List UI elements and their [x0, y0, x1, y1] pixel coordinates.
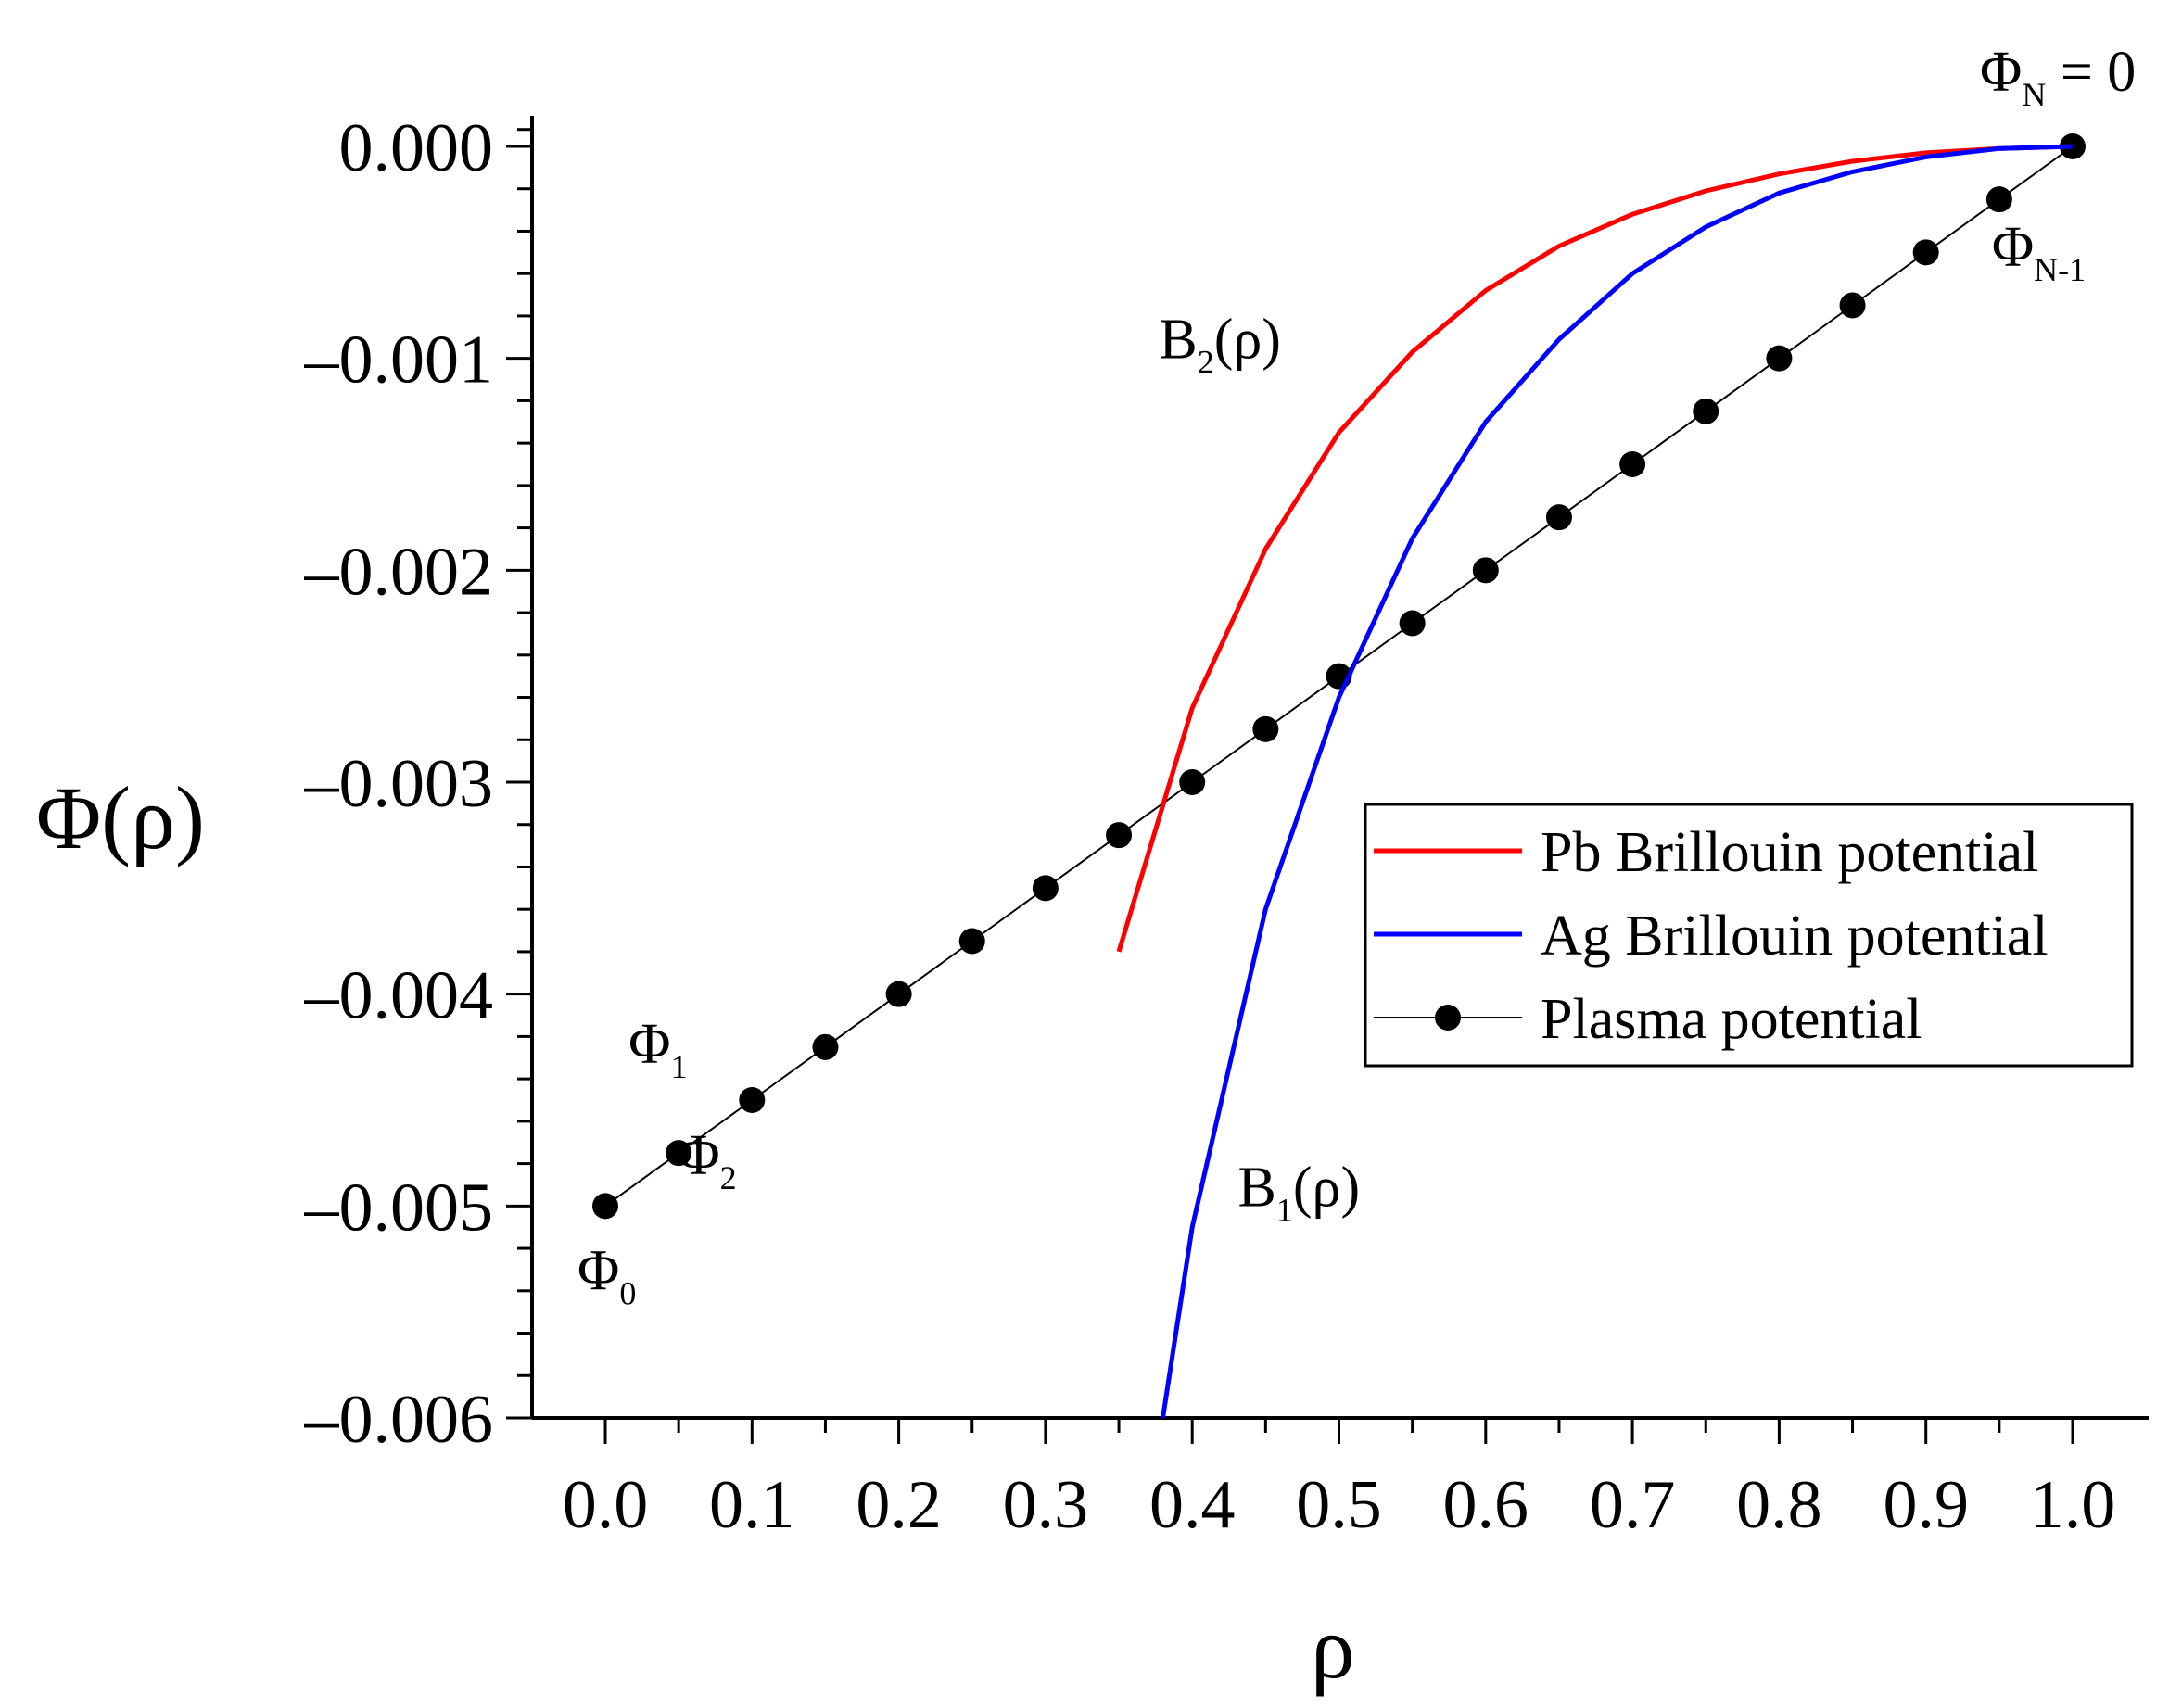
- legend-box: [1364, 803, 2134, 1068]
- ag-brillouin-potential-line: [1161, 144, 2074, 1419]
- x-tick-label: 0.9: [1883, 1467, 1969, 1543]
- b2-annotation: B2(ρ): [1159, 309, 1281, 381]
- plasma-potential-point: [1399, 610, 1426, 637]
- y-axis-title: Φ(ρ): [36, 768, 205, 867]
- annotations: ΦN = 0 ΦN-1 B2(ρ) B1(ρ) Φ1 Φ2 Φ0: [577, 41, 2136, 1311]
- plasma-potential-point: [1619, 451, 1646, 477]
- plasma-potential-point: [812, 1033, 839, 1060]
- x-tick-label: 0.2: [856, 1467, 942, 1543]
- series: [592, 133, 2086, 1419]
- y-tick-label: –0.004: [304, 958, 494, 1034]
- x-tick-label: 1.0: [2030, 1467, 2116, 1543]
- plasma-potential-point: [1839, 292, 1866, 319]
- plasma-potential-point: [1985, 186, 2012, 213]
- plasma-potential-point: [1179, 769, 1206, 795]
- y-tick-label: –0.005: [304, 1170, 494, 1246]
- x-tick-label: 0.7: [1590, 1467, 1676, 1543]
- legend: Pb Brillouin potential Ag Brillouin pote…: [1364, 803, 2134, 1068]
- legend-label-plasma: Plasma potential: [1541, 988, 1922, 1051]
- ticks: 0.0 0.1 0.2 0.3 0.4 0.5 0.6 0.7 0.8 0.9 1.0 0.000 –0…: [304, 110, 2116, 1543]
- plasma-potential-point: [666, 1140, 692, 1167]
- phi-1-annotation: Φ1: [628, 1013, 687, 1085]
- plasma-potential-point: [1252, 715, 1279, 742]
- phi-2-annotation: Φ2: [678, 1124, 736, 1196]
- x-tick-label: 0.5: [1296, 1467, 1382, 1543]
- y-tick-label: 0.000: [339, 110, 494, 186]
- phi-0-annotation: Φ0: [577, 1239, 636, 1311]
- axes: [530, 116, 2149, 1420]
- phi-n-minus-1-annotation: ΦN-1: [1992, 216, 2086, 288]
- y-tick-label: –0.001: [304, 323, 494, 399]
- x-tick-label: 0.4: [1149, 1467, 1236, 1543]
- plasma-potential-point: [1766, 345, 1793, 372]
- x-tick-label: 0.0: [563, 1467, 649, 1543]
- x-tick-label: 0.6: [1443, 1467, 1529, 1543]
- x-tick-label: 0.3: [1003, 1467, 1089, 1543]
- x-axis-title: ρ: [1311, 1598, 1355, 1697]
- plasma-potential-point: [1545, 504, 1572, 531]
- plasma-potential-point: [1472, 557, 1499, 584]
- plasma-potential-point: [958, 928, 985, 955]
- plasma-potential-point: [1912, 239, 1939, 266]
- plasma-potential-point: [1032, 875, 1059, 902]
- x-tick-label: 0.8: [1736, 1467, 1822, 1543]
- plasma-potential-point: [885, 981, 912, 1007]
- legend-label-pb: Pb Brillouin potential: [1541, 821, 2038, 884]
- pb-brillouin-potential-line: [1116, 144, 2074, 953]
- legend-marker-plasma: [1435, 1005, 1461, 1031]
- legend-label-ag: Ag Brillouin potential: [1541, 905, 2049, 968]
- plasma-potential-point: [1693, 398, 1719, 424]
- plasma-potential-point: [1106, 822, 1133, 849]
- plasma-potential-point: [592, 1193, 618, 1220]
- b1-annotation: B1(ρ): [1238, 1156, 1361, 1228]
- y-tick-label: –0.006: [304, 1382, 494, 1458]
- phi-n-annotation: ΦN = 0: [1980, 41, 2136, 113]
- x-tick-label: 0.1: [709, 1467, 795, 1543]
- y-tick-label: –0.003: [304, 746, 494, 822]
- plasma-potential-point: [739, 1087, 766, 1113]
- y-tick-label: –0.002: [304, 534, 494, 610]
